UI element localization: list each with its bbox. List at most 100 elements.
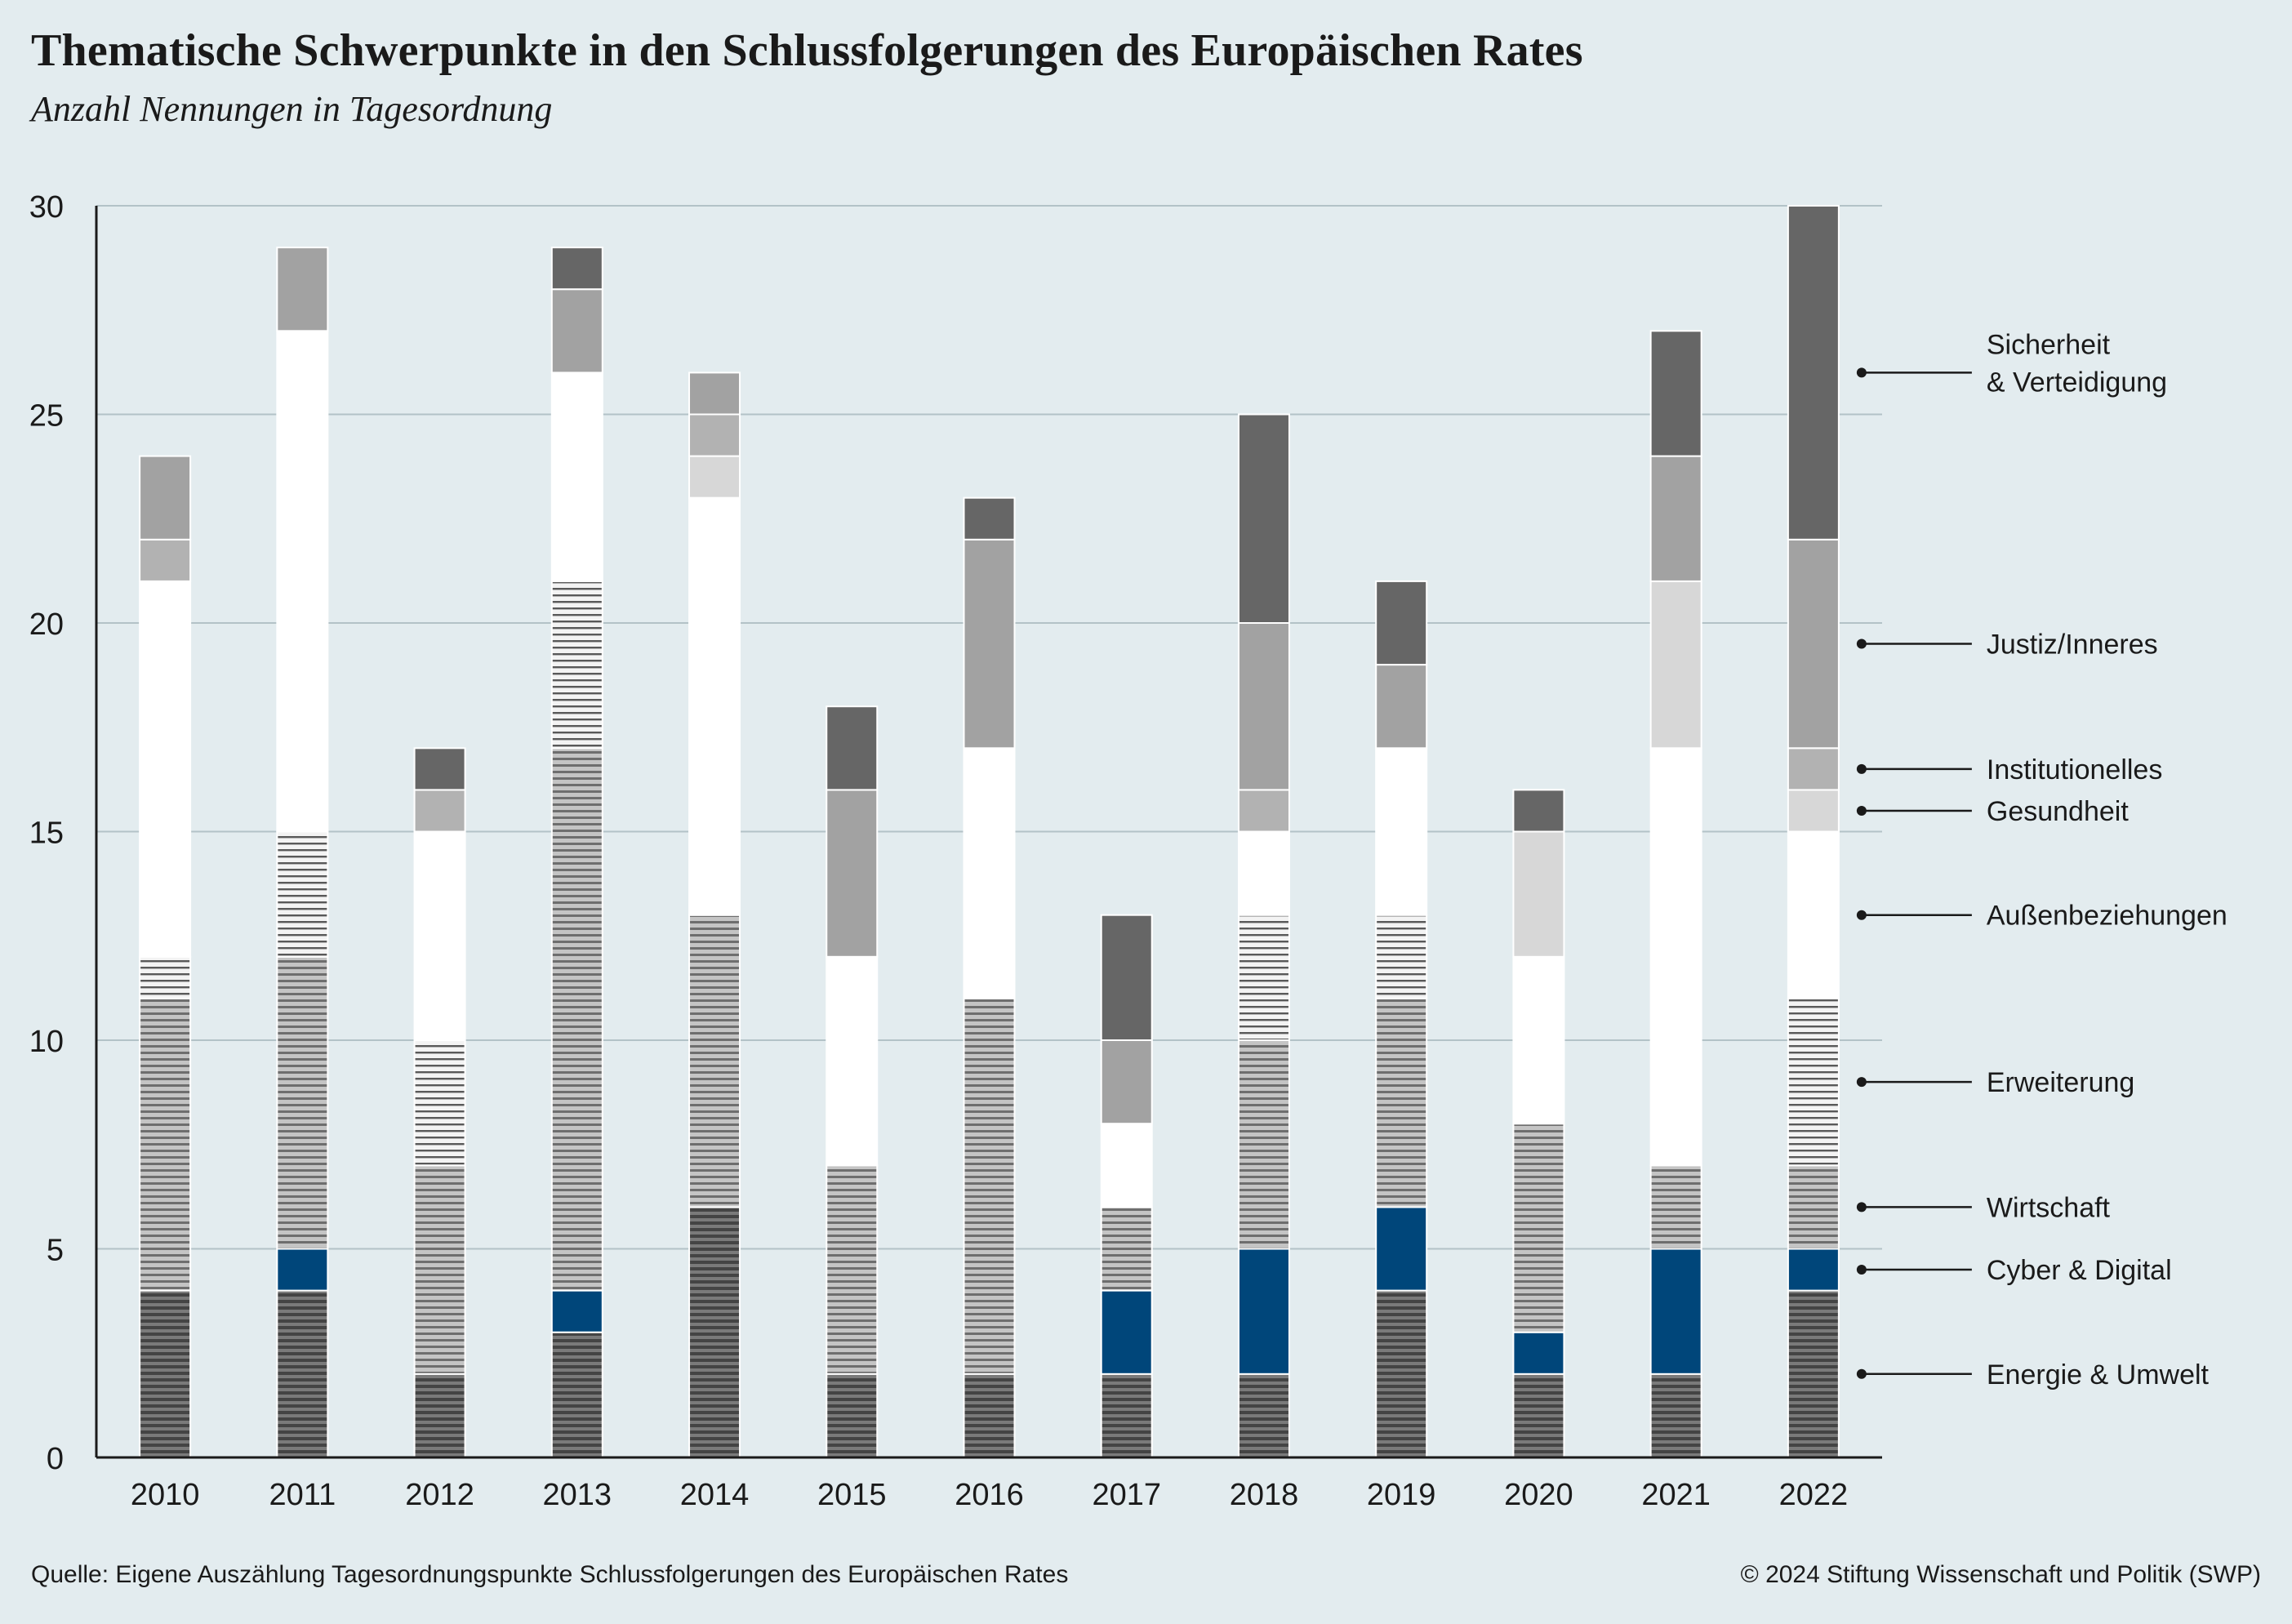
bar-segment-energie-umwelt bbox=[1512, 1373, 1565, 1459]
bar-segment-erweiterung bbox=[1237, 914, 1290, 1041]
bar-segment-cyber-digital bbox=[550, 1289, 603, 1333]
bar-segment-justiz-inneres bbox=[826, 789, 879, 958]
bar-segment-justiz-inneres bbox=[1100, 1039, 1153, 1125]
chart-subtitle: Anzahl Nennungen in Tagesordnung bbox=[31, 89, 553, 129]
bar-segment-cyber-digital bbox=[1237, 1248, 1290, 1375]
bar-segment-au-enbeziehungen bbox=[413, 830, 466, 1041]
bar-segment-energie-umwelt bbox=[1787, 1289, 1840, 1458]
legend: Sicherheit & Verteidigung Justiz/Inneres In… bbox=[1856, 329, 2227, 1390]
bar-segment-gesundheit bbox=[688, 455, 741, 499]
bar-segment-wirtschaft bbox=[1100, 1206, 1153, 1292]
bar-segment-wirtschaft bbox=[963, 997, 1016, 1375]
x-tick-label: 2012 bbox=[405, 1478, 474, 1512]
bar-segment-wirtschaft bbox=[1512, 1123, 1565, 1333]
bar-segment-cyber-digital bbox=[1100, 1289, 1153, 1375]
bar-segment-energie-umwelt bbox=[1375, 1289, 1428, 1458]
bar-segment-cyber-digital bbox=[1649, 1248, 1702, 1375]
x-tick-label: 2015 bbox=[817, 1478, 887, 1512]
bar-segment-wirtschaft bbox=[1649, 1164, 1702, 1250]
axes: 0 5 10 15 20 25 30 2010 2011 2012 2013 2014 2015 2016… bbox=[29, 190, 1882, 1512]
x-tick-label: 2021 bbox=[1641, 1478, 1711, 1512]
x-tick-label: 2011 bbox=[269, 1478, 336, 1512]
bar-segment-justiz-inneres bbox=[1375, 664, 1428, 750]
bar-segment-gesundheit bbox=[1649, 580, 1702, 750]
bar-segment-energie-umwelt bbox=[413, 1373, 466, 1459]
bar-segment-au-enbeziehungen bbox=[276, 330, 329, 833]
bar-segment-cyber-digital bbox=[1787, 1248, 1840, 1292]
x-tick-label: 2014 bbox=[680, 1478, 750, 1512]
bar-segment-wirtschaft bbox=[1787, 1164, 1840, 1250]
copyright-note: © 2024 Stiftung Wissenschaft und Politik… bbox=[1740, 1561, 2261, 1588]
bar-segment-erweiterung bbox=[1375, 914, 1428, 999]
bar-segment-erweiterung bbox=[413, 1039, 466, 1167]
bar-segment-wirtschaft bbox=[1237, 1039, 1290, 1250]
x-tick-label: 2010 bbox=[131, 1478, 200, 1512]
legend-label: Sicherheit bbox=[1987, 329, 2111, 360]
bar-segment-wirtschaft bbox=[276, 955, 329, 1250]
bar-segment-erweiterung bbox=[139, 955, 192, 999]
x-tick-label: 2020 bbox=[1504, 1478, 1573, 1512]
bar-segment-institutionelles bbox=[688, 413, 741, 457]
x-tick-label: 2017 bbox=[1092, 1478, 1161, 1512]
x-tick-label: 2019 bbox=[1367, 1478, 1436, 1512]
bar-segment-sicherheit-verteidigung bbox=[1787, 205, 1840, 541]
bar-segment-institutionelles bbox=[1787, 747, 1840, 791]
bar-segment-gesundheit bbox=[1512, 830, 1565, 958]
bar-segment-justiz-inneres bbox=[550, 288, 603, 374]
bar-segment-erweiterung bbox=[1787, 997, 1840, 1167]
bar-segment-sicherheit-verteidigung bbox=[413, 747, 466, 791]
bar-segment-erweiterung bbox=[276, 830, 329, 958]
bar-segment-sicherheit-verteidigung bbox=[1512, 789, 1565, 833]
bar-segment-wirtschaft bbox=[550, 747, 603, 1292]
bar-segment-justiz-inneres bbox=[688, 372, 741, 416]
chart-title: Thematische Schwerpunkte in den Schlussf… bbox=[31, 25, 1583, 76]
x-tick-label: 2018 bbox=[1230, 1478, 1299, 1512]
bar-segment-wirtschaft bbox=[413, 1164, 466, 1375]
bar-segment-au-enbeziehungen bbox=[1100, 1123, 1153, 1208]
bar-segment-gesundheit bbox=[1787, 789, 1840, 833]
legend-label: Energie & Umwelt bbox=[1987, 1359, 2210, 1390]
bar-segment-au-enbeziehungen bbox=[1512, 955, 1565, 1125]
legend-label: Cyber & Digital bbox=[1987, 1255, 2172, 1286]
bar-segment-energie-umwelt bbox=[276, 1289, 329, 1458]
bar-segment-erweiterung bbox=[550, 580, 603, 750]
y-tick-label: 25 bbox=[29, 399, 64, 434]
legend-label: & Verteidigung bbox=[1987, 367, 2167, 398]
bar-segment-sicherheit-verteidigung bbox=[1100, 914, 1153, 1041]
y-tick-label: 10 bbox=[29, 1025, 64, 1059]
bar-segment-energie-umwelt bbox=[1100, 1373, 1153, 1459]
legend-label: Justiz/Inneres bbox=[1987, 630, 2158, 661]
bar-segment-energie-umwelt bbox=[826, 1373, 879, 1459]
bar-segment-energie-umwelt bbox=[963, 1373, 1016, 1459]
legend-label: Gesundheit bbox=[1987, 796, 2129, 827]
x-tick-label: 2016 bbox=[955, 1478, 1024, 1512]
bar-segment-justiz-inneres bbox=[1237, 622, 1290, 791]
legend-label: Außenbeziehungen bbox=[1987, 901, 2227, 932]
bar-segment-au-enbeziehungen bbox=[1375, 747, 1428, 916]
x-tick-label: 2013 bbox=[543, 1478, 612, 1512]
bar-segment-au-enbeziehungen bbox=[688, 496, 741, 916]
bar-segment-justiz-inneres bbox=[276, 247, 329, 332]
bar-segment-au-enbeziehungen bbox=[550, 372, 603, 582]
bar-segment-institutionelles bbox=[413, 789, 466, 833]
bar-segment-energie-umwelt bbox=[1237, 1373, 1290, 1459]
bar-segment-sicherheit-verteidigung bbox=[1649, 330, 1702, 457]
y-tick-label: 15 bbox=[29, 816, 64, 851]
x-tick-label: 2022 bbox=[1779, 1478, 1849, 1512]
y-tick-label: 30 bbox=[29, 190, 64, 225]
bar-segment-cyber-digital bbox=[276, 1248, 329, 1292]
bar-segment-au-enbeziehungen bbox=[1237, 830, 1290, 916]
legend-label: Institutionelles bbox=[1987, 754, 2162, 785]
bar-segment-justiz-inneres bbox=[963, 538, 1016, 750]
bar-segment-energie-umwelt bbox=[139, 1289, 192, 1458]
bar-segment-sicherheit-verteidigung bbox=[826, 705, 879, 791]
bar-segment-au-enbeziehungen bbox=[1649, 747, 1702, 1167]
bars bbox=[139, 205, 1840, 1459]
bar-segment-energie-umwelt bbox=[1649, 1373, 1702, 1459]
bar-segment-au-enbeziehungen bbox=[826, 955, 879, 1167]
source-note: Quelle: Eigene Auszählung Tagesordnungsp… bbox=[31, 1561, 1069, 1588]
bar-segment-institutionelles bbox=[1237, 789, 1290, 833]
bar-segment-au-enbeziehungen bbox=[1787, 830, 1840, 999]
y-tick-label: 5 bbox=[47, 1234, 64, 1268]
bar-segment-energie-umwelt bbox=[688, 1206, 741, 1459]
